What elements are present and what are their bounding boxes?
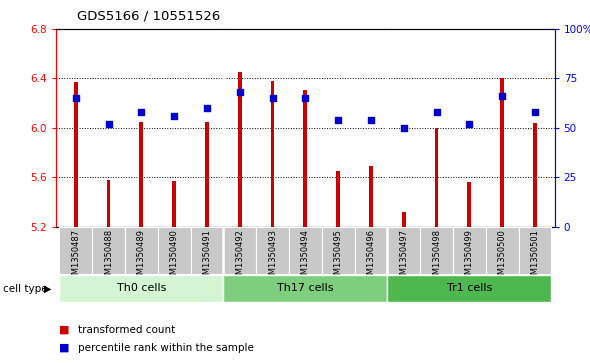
Bar bbox=[303, 90, 307, 227]
Bar bbox=[467, 182, 471, 227]
Bar bbox=[355, 227, 387, 274]
Point bbox=[104, 121, 113, 127]
Bar bbox=[191, 227, 224, 274]
Bar bbox=[453, 227, 486, 274]
Text: GSM1350501: GSM1350501 bbox=[530, 229, 539, 285]
Bar bbox=[533, 123, 537, 227]
Point bbox=[137, 109, 146, 115]
Point bbox=[366, 117, 376, 123]
Bar bbox=[256, 227, 289, 274]
Bar bbox=[224, 227, 256, 274]
Bar bbox=[92, 227, 125, 274]
Text: GSM1350499: GSM1350499 bbox=[465, 229, 474, 285]
Point bbox=[333, 117, 343, 123]
Text: transformed count: transformed count bbox=[78, 325, 175, 335]
Bar bbox=[158, 227, 191, 274]
Point bbox=[464, 121, 474, 127]
Point bbox=[300, 95, 310, 101]
Bar bbox=[205, 122, 209, 227]
Point bbox=[432, 109, 441, 115]
Bar bbox=[387, 275, 551, 302]
Bar bbox=[289, 227, 322, 274]
Bar bbox=[500, 78, 504, 227]
Bar bbox=[125, 227, 158, 274]
Text: GSM1350495: GSM1350495 bbox=[333, 229, 343, 285]
Point bbox=[235, 89, 244, 95]
Text: GSM1350487: GSM1350487 bbox=[71, 229, 80, 285]
Text: ▶: ▶ bbox=[44, 284, 51, 294]
Bar bbox=[435, 128, 438, 227]
Text: Th0 cells: Th0 cells bbox=[117, 283, 166, 293]
Bar bbox=[336, 171, 340, 227]
Bar bbox=[224, 275, 387, 302]
Text: GSM1350494: GSM1350494 bbox=[301, 229, 310, 285]
Text: GSM1350498: GSM1350498 bbox=[432, 229, 441, 285]
Text: GSM1350489: GSM1350489 bbox=[137, 229, 146, 285]
Point bbox=[169, 113, 179, 119]
Bar bbox=[420, 227, 453, 274]
Text: Tr1 cells: Tr1 cells bbox=[447, 283, 492, 293]
Point bbox=[497, 93, 507, 99]
Text: GSM1350497: GSM1350497 bbox=[399, 229, 408, 285]
Bar bbox=[387, 227, 420, 274]
Bar bbox=[60, 275, 224, 302]
Bar bbox=[238, 72, 242, 227]
Bar bbox=[60, 227, 92, 274]
Text: GSM1350488: GSM1350488 bbox=[104, 229, 113, 285]
Bar bbox=[74, 82, 78, 227]
Text: cell type: cell type bbox=[3, 284, 48, 294]
Bar bbox=[486, 227, 519, 274]
Text: GSM1350491: GSM1350491 bbox=[202, 229, 211, 285]
Bar bbox=[172, 181, 176, 227]
Bar bbox=[519, 227, 551, 274]
Text: GSM1350493: GSM1350493 bbox=[268, 229, 277, 285]
Text: GSM1350490: GSM1350490 bbox=[170, 229, 179, 285]
Point bbox=[268, 95, 277, 101]
Bar bbox=[402, 212, 406, 227]
Point bbox=[530, 109, 540, 115]
Point bbox=[399, 125, 408, 131]
Bar bbox=[271, 81, 274, 227]
Point bbox=[202, 105, 212, 111]
Text: percentile rank within the sample: percentile rank within the sample bbox=[78, 343, 254, 353]
Bar bbox=[322, 227, 355, 274]
Text: GSM1350500: GSM1350500 bbox=[497, 229, 507, 285]
Text: GSM1350492: GSM1350492 bbox=[235, 229, 244, 285]
Bar bbox=[107, 180, 110, 227]
Text: Th17 cells: Th17 cells bbox=[277, 283, 333, 293]
Point bbox=[71, 95, 80, 101]
Text: GDS5166 / 10551526: GDS5166 / 10551526 bbox=[77, 9, 220, 22]
Text: ■: ■ bbox=[59, 325, 70, 335]
Bar bbox=[369, 166, 373, 227]
Text: GSM1350496: GSM1350496 bbox=[366, 229, 375, 285]
Text: ■: ■ bbox=[59, 343, 70, 353]
Bar bbox=[139, 122, 143, 227]
